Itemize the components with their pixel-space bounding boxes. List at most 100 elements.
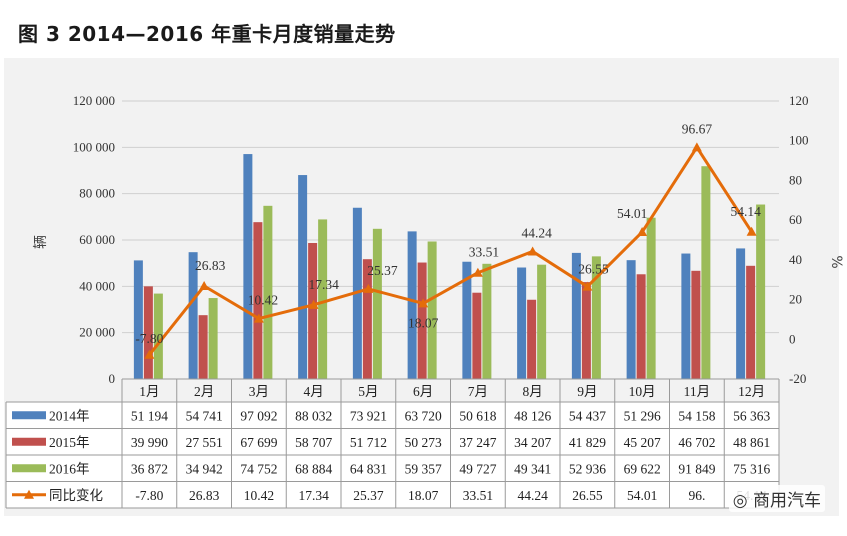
legend-key — [12, 464, 46, 473]
bar-2016年 — [482, 263, 492, 379]
yoy-data-label: 96.67 — [682, 121, 713, 136]
table-cell: 34 207 — [514, 435, 551, 450]
yoy-data-label: 54.14 — [730, 204, 761, 219]
y-right-tick-label: 80 — [789, 172, 802, 187]
yoy-data-label: 25.37 — [367, 263, 398, 278]
legend-label: 同比变化 — [49, 488, 103, 503]
table-cell: 51 296 — [624, 408, 661, 423]
table-cell: 63 720 — [405, 408, 442, 423]
yoy-line: -7.80 26.83 10.42 17.34 25.37 18.07 33.51 44.24… — [135, 121, 761, 359]
bar-2016年 — [646, 217, 656, 379]
table-cell: 27 551 — [186, 435, 223, 450]
table-cell: 48 126 — [514, 408, 551, 423]
y-left-axis-label: 辆 — [33, 235, 49, 249]
table-cell: 25.37 — [353, 488, 384, 503]
bar-2016年 — [318, 219, 328, 379]
table-cell: 49 727 — [459, 461, 496, 476]
legend-label: 2015年 — [49, 435, 90, 450]
yoy-point-marker — [253, 313, 264, 323]
bar-2014年 — [407, 231, 417, 379]
yoy-point-marker — [472, 267, 483, 277]
legend-label: 2016年 — [49, 461, 90, 476]
yoy-data-label: 26.55 — [578, 262, 609, 277]
y-left-tick-label: 20 000 — [79, 325, 115, 340]
x-tick-label: 12月 — [738, 384, 765, 399]
table-cell: 67 699 — [240, 435, 277, 450]
watermark-text: 商用汽车 — [753, 491, 821, 511]
table-cell: 37 247 — [459, 435, 496, 450]
y-right-tick-label: 40 — [789, 252, 802, 267]
table-cell: 46 702 — [678, 435, 715, 450]
bar-2015年 — [691, 270, 701, 379]
table-cell: 50 273 — [405, 435, 442, 450]
y-right-tick-label: 60 — [789, 212, 802, 227]
x-tick-label: 1月 — [139, 384, 159, 399]
table-cell: 33.51 — [463, 488, 493, 503]
bar-2016年 — [591, 256, 601, 379]
x-tick-label: 3月 — [249, 384, 269, 399]
table-cell: 39 990 — [131, 435, 168, 450]
yoy-point-marker — [199, 281, 210, 291]
bar-2016年 — [756, 204, 766, 379]
table-cell: 54 158 — [678, 408, 715, 423]
table-cell: 96. — [688, 488, 705, 503]
table-cell: 75 316 — [733, 461, 770, 476]
table-cell: 52 936 — [569, 461, 606, 476]
yoy-data-label: 10.42 — [248, 293, 278, 308]
table-cell: 91 849 — [678, 461, 715, 476]
yoy-point-marker — [582, 281, 593, 291]
y-right-axis-label: % — [828, 255, 844, 268]
table-cell: 18.07 — [408, 488, 439, 503]
bar-2015年 — [527, 299, 537, 379]
table-cell: 88 032 — [295, 408, 332, 423]
bar-2014年 — [462, 261, 472, 379]
table-cell: 74 752 — [240, 461, 277, 476]
legend-key — [12, 411, 46, 420]
yoy-line-path — [148, 145, 753, 356]
x-tick-label: 8月 — [523, 384, 543, 399]
table-cell: 41 829 — [569, 435, 606, 450]
y-right-tick-label: 0 — [789, 331, 796, 346]
y-left-tick-label: 80 000 — [79, 186, 115, 201]
yoy-data-label: -7.80 — [135, 331, 163, 346]
bar-2014年 — [188, 252, 198, 379]
table-cell: 64 831 — [350, 461, 387, 476]
y-left-tick-label: 100 000 — [73, 139, 115, 154]
bar-2015年 — [417, 262, 427, 379]
bar-2014年 — [736, 248, 746, 379]
yoy-point-marker — [308, 299, 319, 309]
table-cell: 17.34 — [298, 488, 329, 503]
x-tick-label: 10月 — [629, 384, 656, 399]
bar-2015年 — [581, 282, 591, 379]
bar-2014年 — [133, 260, 143, 379]
table-cell: 69 622 — [624, 461, 661, 476]
y-right-tick-label: 100 — [789, 133, 809, 148]
yoy-point-marker — [144, 349, 155, 359]
yoy-data-label: 17.34 — [308, 277, 339, 292]
x-tick-label: 4月 — [304, 384, 324, 399]
yoy-data-label: 33.51 — [469, 245, 499, 260]
table-cell: 26.55 — [572, 488, 603, 503]
table-cell: 73 921 — [350, 408, 387, 423]
bar-2014年 — [571, 252, 581, 379]
y-right-tick-label: -20 — [789, 371, 806, 386]
table-cell: 59 357 — [405, 461, 442, 476]
bar-2014年 — [517, 267, 527, 379]
table-cell: 58 707 — [295, 435, 332, 450]
bar-2015年 — [636, 274, 646, 379]
table-cell: 26.83 — [189, 488, 220, 503]
y-left-tick-label: 120 000 — [73, 93, 115, 108]
table-cell: 51 194 — [131, 408, 168, 423]
yoy-point-marker — [418, 298, 429, 308]
table-cell: 54 741 — [186, 408, 223, 423]
figure-title: 图 3 2014—2016 年重卡月度销量走势 — [18, 22, 396, 46]
table-cell: 36 872 — [131, 461, 168, 476]
yoy-data-label: 54.01 — [617, 206, 647, 221]
table-cell: 97 092 — [240, 408, 277, 423]
wechat-icon: ◎ — [732, 491, 748, 511]
bar-2016年 — [263, 205, 273, 379]
table-cell: 68 884 — [295, 461, 332, 476]
bars — [133, 154, 766, 379]
bar-2014年 — [681, 253, 691, 379]
